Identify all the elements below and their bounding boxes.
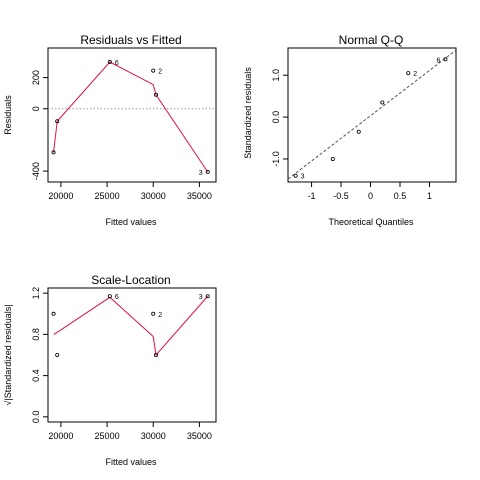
data-point [293,173,298,178]
x-tick-label: 35000 [187,431,212,441]
x-axis-title: Fitted values [105,217,157,227]
x-tick-label: 25000 [95,191,120,201]
smoother-line [53,61,209,173]
data-point [153,352,158,357]
panel-title: Scale-Location [91,273,170,287]
x-tick-label: 30000 [141,431,166,441]
point-label: 6 [436,57,440,64]
y-tick-label: 0.4 [31,369,41,382]
point-label: 3 [301,174,305,181]
panel-scale-location: Scale-Location Fitted values √|Standardi… [3,273,217,467]
x-axis-title: Fitted values [105,457,157,467]
panel-residuals-vs-fitted: Residuals vs Fitted Fitted values Residu… [3,33,217,227]
x-axis: 20000 25000 30000 35000 [48,422,212,441]
data-point [380,100,385,105]
panel-title: Normal Q-Q [339,33,404,47]
plot-frame [47,47,217,183]
data-point [330,156,335,161]
x-axis: -1 -0.5 0 0.5 1 [308,182,432,201]
x-tick-label: 20000 [48,191,73,201]
x-tick-label: -0.5 [333,191,349,201]
data-point [51,150,56,155]
y-tick-label: 0.0 [31,411,41,424]
data-point [151,68,156,73]
y-axis-title: Standardized residuals [243,67,253,159]
y-tick-label: 1.2 [31,287,41,300]
data-point [55,119,60,124]
x-tick-label: 35000 [187,191,212,201]
x-tick-label: 0.5 [394,191,407,201]
plot-frame [47,287,217,423]
data-point [107,60,112,65]
x-tick-label: 25000 [95,431,120,441]
qq-reference-line [287,49,457,180]
point-label: 3 [199,170,203,177]
data-point [205,169,210,174]
data-point [406,71,411,76]
point-label: 6 [115,60,119,67]
data-point [356,129,361,134]
data-point [107,294,112,299]
panel-title: Residuals vs Fitted [80,33,181,47]
x-tick-label: 1 [427,191,432,201]
data-point [153,92,158,97]
x-tick-label: 20000 [48,431,73,441]
point-label: 2 [158,69,162,76]
y-tick-label: -1.0 [271,151,281,167]
y-axis: -400 0 200 [31,70,48,180]
x-tick-label: 30000 [141,191,166,201]
x-axis-title: Theoretical Quantiles [328,217,414,227]
y-axis-title: √|Standardized residuals| [3,304,13,405]
x-axis: 20000 25000 30000 35000 [48,182,212,201]
point-label: 2 [413,71,417,78]
y-tick-label: 1.0 [271,69,281,82]
y-tick-label: 0.0 [271,111,281,124]
y-axis: 0.0 0.4 0.8 1.2 [31,287,48,423]
point-label: 6 [115,294,119,301]
data-point [205,294,210,299]
y-tick-label: 0.8 [31,328,41,341]
x-tick-label: 0 [368,191,373,201]
data-point [443,57,448,62]
data-point [151,311,156,316]
plot-frame [287,47,457,183]
y-tick-label: 0 [31,106,41,111]
y-axis: -1.0 0.0 1.0 [271,69,288,167]
data-point [55,352,60,357]
y-tick-label: 200 [31,70,41,85]
data-point [51,311,56,316]
smoother-line [53,295,209,357]
panel-normal-qq: Normal Q-Q Theoretical Quantiles Standar… [243,33,457,227]
y-axis-title: Residuals [3,95,13,135]
point-label: 3 [199,294,203,301]
point-label: 2 [158,312,162,319]
y-tick-label: -400 [31,162,41,180]
x-tick-label: -1 [308,191,316,201]
